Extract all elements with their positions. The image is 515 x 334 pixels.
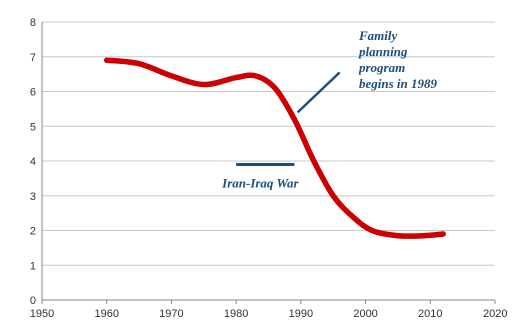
y-tick-label: 1 <box>30 260 36 272</box>
x-tick-label: 1990 <box>289 308 313 320</box>
x-tick-label: 1950 <box>30 308 54 320</box>
axes <box>41 22 496 304</box>
series-group <box>103 57 446 239</box>
grid <box>42 21 495 266</box>
y-tick-label: 3 <box>30 191 36 203</box>
y-tick-labels: 0 1 2 3 4 5 6 7 8 <box>30 17 36 307</box>
y-tick-label: 5 <box>30 121 36 133</box>
annotations: Family planning program begins in 1989 Iran… <box>221 28 437 190</box>
series-line-0 <box>103 57 446 239</box>
family-planning-line: planning <box>358 44 408 59</box>
y-tick-label: 2 <box>30 226 36 238</box>
y-tick-label: 6 <box>30 87 36 99</box>
iran-iraq-war-label: Iran-Iraq War <box>221 175 299 190</box>
family-planning-line: Family <box>358 28 398 43</box>
family-planning-pointer <box>296 71 341 114</box>
y-tick-label: 0 <box>30 295 36 307</box>
y-tick-label: 4 <box>30 156 36 168</box>
x-tick-label: 2020 <box>483 308 507 320</box>
x-tick-label: 1970 <box>159 308 183 320</box>
family-planning-line: program <box>358 60 405 75</box>
x-tick-labels: 1950 1960 1970 1980 1990 2000 2010 2020 <box>30 308 508 320</box>
family-planning-line: begins in 1989 <box>359 76 438 91</box>
y-tick-label: 8 <box>30 17 36 29</box>
family-planning-annotation: Family planning program begins in 1989 <box>358 28 438 91</box>
x-tick-label: 2010 <box>418 308 442 320</box>
x-tick-label: 1980 <box>224 308 248 320</box>
x-tick-label: 1960 <box>94 308 118 320</box>
x-tick-label: 2000 <box>353 308 377 320</box>
y-tick-label: 7 <box>30 52 36 64</box>
